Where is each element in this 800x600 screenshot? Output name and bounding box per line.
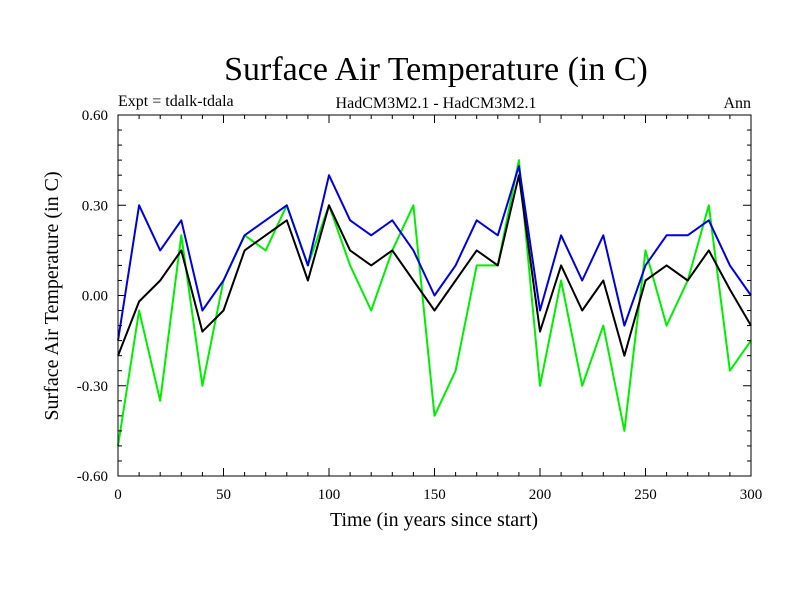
series-line-blue	[117, 165, 752, 341]
x-tick-label: 50	[216, 487, 231, 503]
y-tick-label: 0.00	[82, 289, 108, 305]
x-tick-label: 150	[423, 487, 446, 503]
series-line-black	[117, 174, 752, 357]
y-tick-label: -0.30	[77, 379, 108, 395]
x-tick-label: 200	[529, 487, 552, 503]
series-line-green	[117, 159, 752, 447]
x-axis-title: Time (in years since start)	[330, 509, 538, 531]
chart-subtitle-center: HadCM3M2.1 - HadCM3M2.1	[336, 95, 537, 112]
x-tick-label: 0	[114, 487, 122, 503]
plot-frame	[117, 114, 752, 477]
x-tick-label: 250	[634, 487, 657, 503]
ticks-layer: 0 50 100 150 200 250 300 -0.60 -0.30 0.00 0.30 0.60	[77, 108, 763, 503]
y-tick-label: 0.60	[82, 108, 108, 124]
y-axis-title: Surface Air Temperature (in C)	[41, 171, 63, 420]
chart-subtitle-right: Ann	[723, 95, 751, 112]
series-layer	[117, 159, 752, 447]
chart-subtitle-left: Expt = tdalk-tdala	[118, 93, 234, 110]
chart-title: Surface Air Temperature (in C)	[224, 51, 648, 88]
x-tick-label: 100	[318, 487, 341, 503]
y-tick-label: 0.30	[82, 198, 108, 214]
y-tick-label: -0.60	[77, 469, 108, 485]
x-tick-label: 300	[740, 487, 763, 503]
